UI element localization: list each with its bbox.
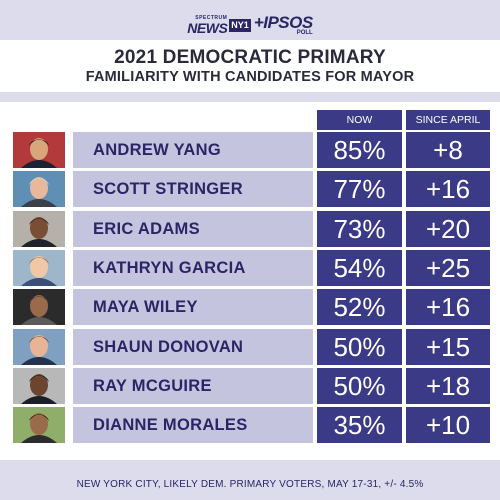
brand-ipsos-text: +IPSOS	[253, 13, 313, 32]
change-since-april-value: +20	[406, 211, 490, 247]
familiarity-now-value: 50%	[317, 329, 402, 365]
candidate-name: ERIC ADAMS	[93, 220, 200, 238]
table-row: MAYA WILEY 52% +16	[0, 289, 500, 325]
change-since-april-value: +16	[406, 289, 490, 325]
change-since-april-value: +16	[406, 171, 490, 207]
candidate-name-bar: KATHRYN GARCIA	[73, 250, 313, 286]
chart-title: 2021 DEMOCRATIC PRIMARY	[114, 47, 386, 68]
candidate-name: DIANNE MORALES	[93, 416, 248, 434]
spectrum-news-logo: SPECTRUM NEWS	[187, 14, 228, 36]
column-header-now: NOW	[317, 110, 402, 130]
footer-note: NEW YORK CITY, LIKELY DEM. PRIMARY VOTER…	[76, 479, 424, 490]
candidate-name-bar: ERIC ADAMS	[73, 211, 313, 247]
familiarity-now-value: 50%	[317, 368, 402, 404]
candidate-name: SCOTT STRINGER	[93, 180, 243, 198]
table-row: DIANNE MORALES 35% +10	[0, 407, 500, 443]
candidate-name: KATHRYN GARCIA	[93, 259, 246, 277]
table-row: ERIC ADAMS 73% +20	[0, 211, 500, 247]
eric-adams-photo	[13, 211, 65, 247]
change-since-april-value: +25	[406, 250, 490, 286]
ray-mcguire-photo	[13, 368, 65, 404]
table-row: SCOTT STRINGER 77% +16	[0, 171, 500, 207]
familiarity-now-value: 77%	[317, 171, 402, 207]
brand-logo: SPECTRUM NEWS NY1 +IPSOS POLL	[0, 10, 500, 40]
table-row: SHAUN DONOVAN 50% +15	[0, 329, 500, 365]
kathryn-garcia-photo	[13, 250, 65, 286]
column-header-since-april: SINCE APRIL	[406, 110, 490, 130]
candidate-name: MAYA WILEY	[93, 298, 198, 316]
candidate-name-bar: MAYA WILEY	[73, 289, 313, 325]
candidate-name: ANDREW YANG	[93, 141, 221, 159]
table-row: ANDREW YANG 85% +8	[0, 132, 500, 168]
change-since-april-value: +18	[406, 368, 490, 404]
andrew-yang-photo	[13, 132, 65, 168]
table-row: RAY MCGUIRE 50% +18	[0, 368, 500, 404]
title-panel: 2021 DEMOCRATIC PRIMARY FAMILIARITY WITH…	[0, 40, 500, 92]
familiarity-now-value: 85%	[317, 132, 402, 168]
brand-news-text: NEWS	[187, 19, 228, 36]
brand-ny1-badge: NY1	[229, 18, 251, 32]
ipsos-logo: +IPSOS POLL	[254, 14, 313, 36]
shaun-donovan-photo	[13, 329, 65, 365]
candidate-name-bar: SHAUN DONOVAN	[73, 329, 313, 365]
familiarity-now-value: 35%	[317, 407, 402, 443]
change-since-april-value: +8	[406, 132, 490, 168]
candidate-name-bar: RAY MCGUIRE	[73, 368, 313, 404]
candidate-name-bar: ANDREW YANG	[73, 132, 313, 168]
familiarity-now-value: 54%	[317, 250, 402, 286]
maya-wiley-photo	[13, 289, 65, 325]
scott-stringer-photo	[13, 171, 65, 207]
table-row: KATHRYN GARCIA 54% +25	[0, 250, 500, 286]
candidate-name: SHAUN DONOVAN	[93, 338, 244, 356]
candidate-name-bar: DIANNE MORALES	[73, 407, 313, 443]
brand-spectrum-text: SPECTRUM	[195, 14, 228, 21]
change-since-april-value: +15	[406, 329, 490, 365]
candidate-name-bar: SCOTT STRINGER	[73, 171, 313, 207]
familiarity-now-value: 52%	[317, 289, 402, 325]
chart-subtitle: FAMILIARITY WITH CANDIDATES FOR MAYOR	[85, 69, 415, 85]
familiarity-now-value: 73%	[317, 211, 402, 247]
dianne-morales-photo	[13, 407, 65, 443]
change-since-april-value: +10	[406, 407, 490, 443]
candidate-name: RAY MCGUIRE	[93, 377, 212, 395]
brand-poll-text: POLL	[296, 30, 313, 36]
